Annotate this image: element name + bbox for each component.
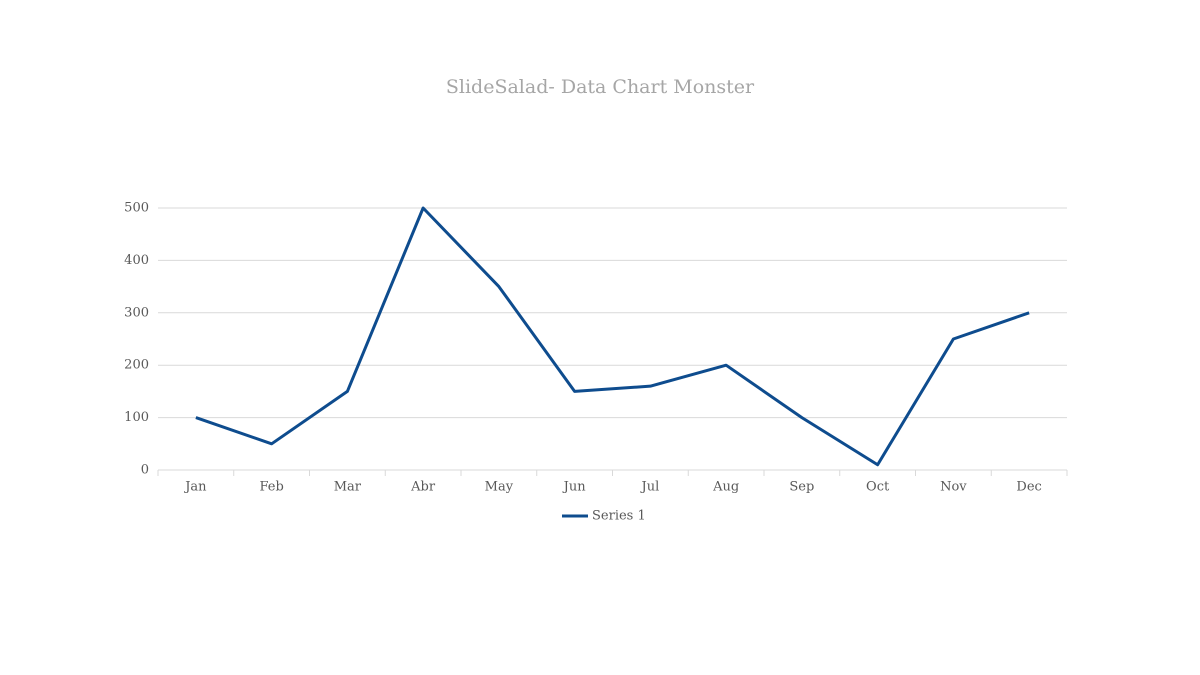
x-tick-label: Jun	[562, 480, 587, 495]
x-tick-label: Mar	[334, 480, 362, 495]
x-tick-label: Jan	[183, 480, 207, 495]
x-tick-label: Jul	[640, 480, 660, 495]
legend-label: Series 1	[592, 509, 646, 524]
x-tick-label: Sep	[789, 480, 814, 495]
y-tick-label: 100	[124, 410, 149, 425]
y-tick-label: 300	[124, 305, 149, 320]
x-tick-label: Abr	[410, 480, 436, 495]
y-tick-label: 200	[124, 358, 149, 373]
chart-title: SlideSalad- Data Chart Monster	[446, 76, 755, 98]
x-tick-label: Oct	[866, 480, 890, 495]
y-tick-label: 0	[141, 463, 149, 478]
x-tick-label: Feb	[259, 480, 283, 495]
x-tick-label: Dec	[1016, 480, 1041, 495]
line-series	[195, 206, 1030, 467]
y-tick-label: 400	[124, 253, 149, 268]
x-tick-label: May	[485, 480, 514, 495]
x-tick-label: Nov	[940, 480, 967, 495]
x-tick-label: Aug	[712, 480, 739, 495]
y-tick-label: 500	[124, 201, 149, 216]
